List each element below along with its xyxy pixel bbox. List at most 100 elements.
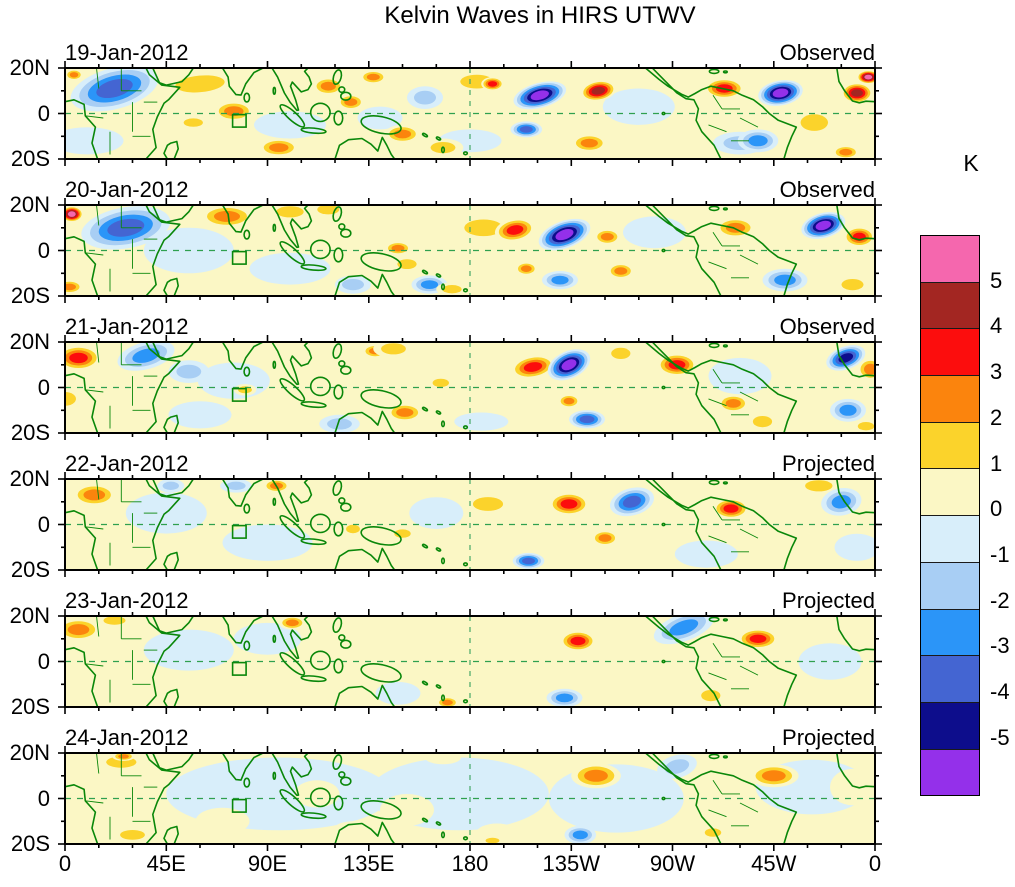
anomaly-blob <box>254 111 326 139</box>
anomaly-blob <box>112 753 135 761</box>
anomaly-blob <box>312 77 345 96</box>
anomaly-blob <box>335 821 371 835</box>
anomaly-blob <box>546 688 583 707</box>
lon-tick-label: 45W <box>751 851 797 876</box>
panel-type-label: Projected <box>782 451 875 476</box>
region-box <box>231 798 247 813</box>
anomaly-blob <box>65 345 101 371</box>
anomaly-blob <box>373 342 414 358</box>
anomaly-blob <box>357 106 403 130</box>
lat-tick-label: 20N <box>9 603 50 628</box>
lat-tick-label: 0 <box>37 374 50 400</box>
anomaly-blob <box>222 524 313 561</box>
anomaly-blob <box>593 228 621 245</box>
anomaly-blob <box>436 282 468 296</box>
anomaly-blob <box>515 261 538 276</box>
lon-tick-label: 0 <box>868 851 882 876</box>
map-panel-24-Jan-2012 <box>58 746 882 851</box>
anomaly-blob <box>375 681 421 705</box>
anomaly-blob <box>168 360 210 383</box>
anomaly-blob <box>547 349 591 381</box>
anomaly-blob <box>278 616 306 630</box>
anomaly-blob <box>195 807 250 835</box>
colorbar-tick-label: 2 <box>990 404 1003 430</box>
anomaly-blob <box>159 69 241 98</box>
tick-marks <box>58 61 882 166</box>
lon-tick-label: 90W <box>649 851 696 876</box>
region-box <box>231 661 247 676</box>
lon-tick-label: 0 <box>58 851 72 876</box>
anomaly-blob <box>319 414 360 433</box>
country-borders <box>85 68 759 155</box>
anomaly-contours-layer <box>65 342 875 433</box>
anomaly-blob <box>220 479 252 493</box>
colorbar-tick-label: -4 <box>990 679 1010 704</box>
panel-type-label: Projected <box>782 588 875 613</box>
anomaly-blob <box>653 616 714 645</box>
anomaly-blob <box>746 412 779 431</box>
tick-marks <box>58 335 882 440</box>
anomaly-blob <box>463 492 513 516</box>
anomaly-blob <box>607 263 635 279</box>
panel-type-label: Projected <box>782 725 875 750</box>
lat-tick-label: 0 <box>37 100 50 126</box>
anomaly-blob <box>362 616 398 632</box>
colorbar-tick-label: -1 <box>990 541 1010 567</box>
colorbar-cell <box>921 655 979 702</box>
anomaly-blob <box>305 661 342 680</box>
anomaly-blob <box>857 70 875 84</box>
lat-tick-label: 20S <box>10 146 50 171</box>
colorbar-cell <box>921 608 979 656</box>
lat-tick-label: 20S <box>10 557 50 582</box>
colorbar-cell <box>921 515 979 562</box>
anomaly-blob <box>409 497 464 529</box>
anomaly-contours-layer <box>65 205 875 296</box>
anomaly-blob <box>454 412 509 431</box>
anomaly-blob <box>337 94 365 111</box>
anomaly-blob <box>65 69 83 81</box>
panel-date-label: 19-Jan-2012 <box>65 40 189 65</box>
anomaly-blob <box>843 226 875 247</box>
anomaly-blob <box>591 530 619 547</box>
country-borders <box>85 753 759 840</box>
lat-tick-label: 20N <box>9 740 50 765</box>
anomaly-blob <box>512 552 545 569</box>
anomaly-blob <box>564 825 597 844</box>
tick-marks <box>58 746 882 851</box>
lat-tick-label: 0 <box>37 511 50 537</box>
lat-tick-label: 20S <box>10 694 50 719</box>
anomaly-blob <box>425 753 461 765</box>
anomaly-blob <box>834 533 875 561</box>
panel-date-label: 23-Jan-2012 <box>65 588 189 613</box>
lon-tick-label: 180 <box>451 851 489 876</box>
country-borders <box>85 479 759 566</box>
anomaly-blob <box>427 376 455 390</box>
colorbar-tick-label: 4 <box>990 313 1003 339</box>
anomaly-blob <box>695 686 727 705</box>
anomaly-blob <box>791 109 837 137</box>
anomaly-blob <box>294 780 340 808</box>
colorbar-cell <box>921 748 979 796</box>
anomaly-blob <box>258 138 300 157</box>
anomaly-contours-layer <box>65 616 875 707</box>
anomaly-blob <box>674 540 738 568</box>
colorbar-tick-label: -2 <box>990 587 1010 613</box>
anomaly-blob <box>481 77 504 91</box>
colorbar-tick-label: 0 <box>990 496 1003 522</box>
anomaly-blob <box>386 403 423 422</box>
colorbar-cell <box>921 375 979 422</box>
region-box <box>231 113 247 128</box>
anomaly-blob <box>657 754 697 779</box>
lat-tick-label: 20N <box>9 192 50 217</box>
anomaly-blob <box>801 212 846 239</box>
anomaly-blob <box>796 479 842 495</box>
anomaly-blob <box>341 522 365 536</box>
coastlines <box>65 205 875 296</box>
anomaly-blob <box>560 630 596 652</box>
anomaly-blob <box>762 268 808 292</box>
anomaly-blob <box>143 629 234 671</box>
country-borders <box>85 205 759 292</box>
anomaly-blob <box>513 81 567 110</box>
panel-date-label: 24-Jan-2012 <box>65 725 189 750</box>
